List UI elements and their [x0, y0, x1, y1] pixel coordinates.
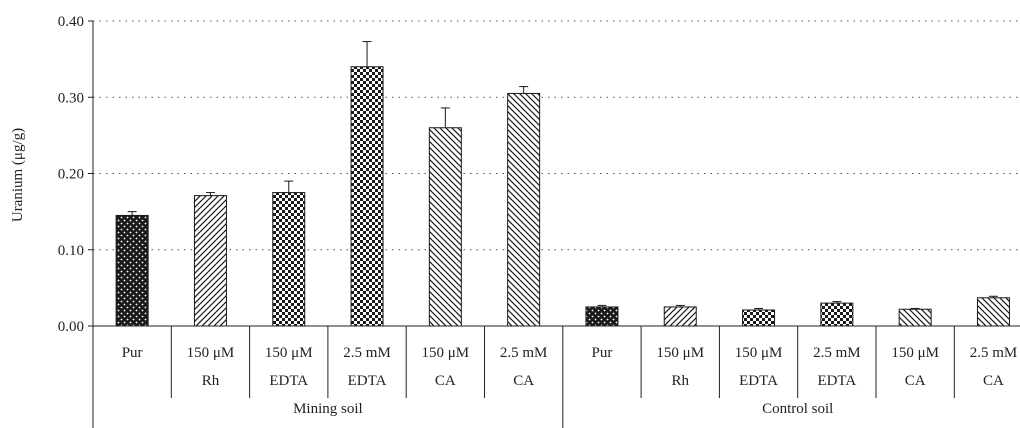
category-label: 150 μM: [265, 345, 313, 361]
x-axis-table: Pur 150 μM Rh 150 μM EDTA 2.5 mM EDTA 150 μM CA 2…: [93, 325, 1020, 428]
category-label: 150 μM: [735, 345, 783, 361]
gridlines: [93, 20, 1020, 251]
bar: [507, 92, 541, 327]
y-axis: 0.00 0.10 0.20 0.30 0.40: [58, 14, 94, 428]
bar: [193, 195, 227, 327]
category-label: 150 μM: [422, 345, 470, 361]
y-axis-label: Uranium (μg/g): [10, 128, 26, 222]
category-label: 150 μM: [656, 345, 704, 361]
category-label: 2.5 mM: [970, 345, 1018, 361]
category-label-line2: EDTA: [269, 373, 308, 389]
bar: [976, 297, 1010, 327]
category-label-line2: Rh: [671, 373, 689, 389]
category-label-line2: Rh: [202, 373, 220, 389]
group-label: Control soil: [762, 401, 833, 417]
category-label-line2: CA: [983, 373, 1004, 389]
bar: [585, 306, 619, 327]
bar: [350, 66, 384, 327]
bars: [115, 41, 1010, 327]
category-label: 2.5 mM: [343, 345, 391, 361]
category-label-line2: EDTA: [739, 373, 778, 389]
category-label: 150 μM: [891, 345, 939, 361]
y-tick-label: 0.00: [58, 319, 84, 335]
bar: [428, 127, 462, 327]
bar: [820, 302, 854, 327]
category-label-line2: CA: [905, 373, 926, 389]
bar: [742, 309, 776, 327]
category-label: Pur: [592, 345, 613, 361]
y-tick-label: 0.10: [58, 243, 84, 259]
group-label: Mining soil: [293, 401, 363, 417]
category-label: 2.5 mM: [813, 345, 861, 361]
category-label-line2: CA: [513, 373, 534, 389]
category-label-line2: EDTA: [817, 373, 856, 389]
y-tick-label: 0.40: [58, 14, 84, 30]
bar: [898, 308, 932, 327]
category-label: 150 μM: [187, 345, 235, 361]
bar: [115, 214, 149, 327]
category-label: 2.5 mM: [500, 345, 548, 361]
category-label: Pur: [122, 345, 143, 361]
category-label-line2: EDTA: [348, 373, 387, 389]
y-tick-label: 0.30: [58, 90, 84, 106]
bar: [272, 192, 306, 327]
bar: [663, 306, 697, 327]
y-tick-label: 0.20: [58, 167, 84, 183]
category-label-line2: CA: [435, 373, 456, 389]
